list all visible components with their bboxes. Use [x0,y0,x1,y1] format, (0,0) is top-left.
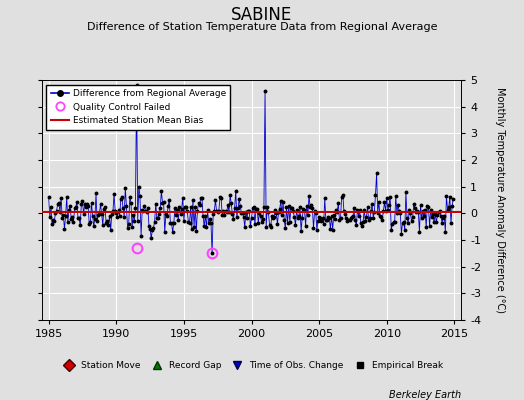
Text: Berkeley Earth: Berkeley Earth [389,390,461,400]
Legend: Difference from Regional Average, Quality Control Failed, Estimated Station Mean: Difference from Regional Average, Qualit… [47,84,231,130]
Text: SABINE: SABINE [232,6,292,24]
Text: Difference of Station Temperature Data from Regional Average: Difference of Station Temperature Data f… [87,22,437,32]
Y-axis label: Monthly Temperature Anomaly Difference (°C): Monthly Temperature Anomaly Difference (… [495,87,505,313]
Legend: Station Move, Record Gap, Time of Obs. Change, Empirical Break: Station Move, Record Gap, Time of Obs. C… [57,358,446,374]
